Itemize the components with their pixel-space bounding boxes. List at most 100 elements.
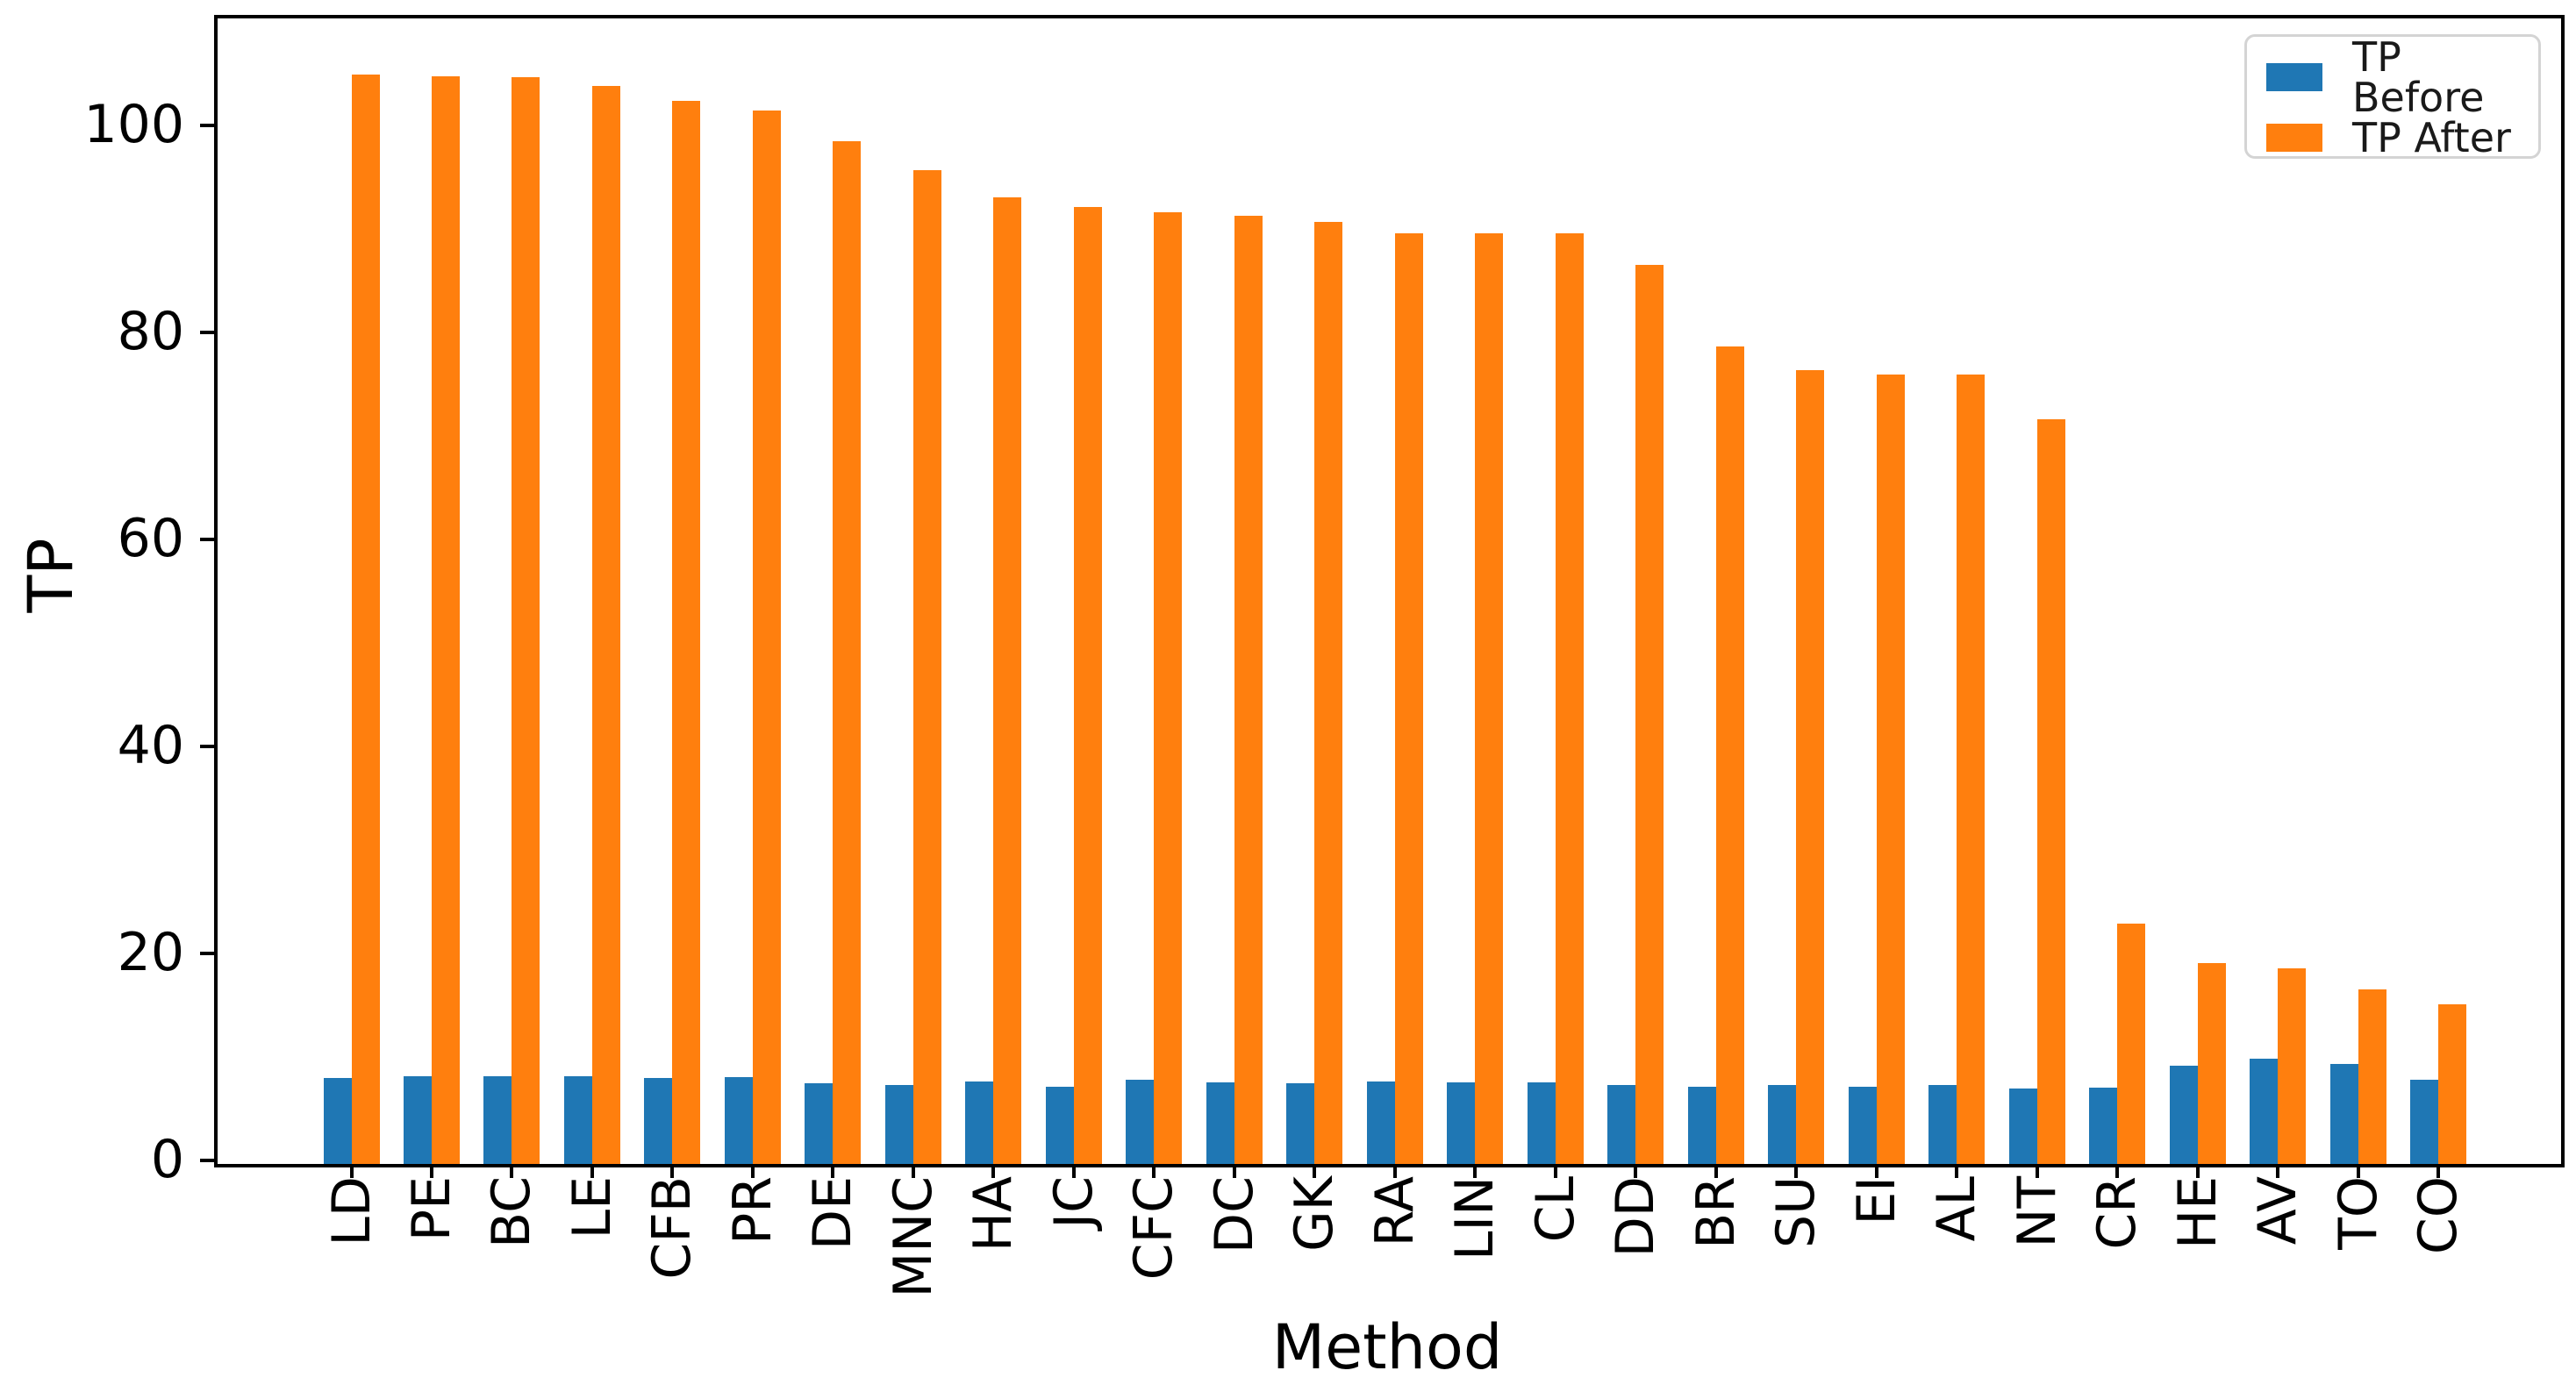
- bar-tp-after-cfc: [1154, 211, 1183, 1164]
- bar-tp-after-dc: [1234, 216, 1263, 1164]
- y-tick-mark: [200, 331, 214, 335]
- bar-tp-after-bc: [512, 77, 540, 1164]
- bar-tp-before-gk: [1286, 1082, 1315, 1164]
- bar-tp-after-cr: [2117, 924, 2146, 1164]
- bar-tp-after-nt: [2036, 418, 2065, 1164]
- x-axis-title: Method: [1271, 1311, 1503, 1383]
- x-tick-mark: [1634, 1164, 1638, 1178]
- x-tick-label: DC: [1203, 1176, 1265, 1254]
- bar-tp-before-ld: [323, 1078, 352, 1164]
- bar-tp-after-ha: [993, 197, 1022, 1164]
- bar-tp-after-de: [833, 141, 862, 1164]
- x-tick-mark: [1152, 1164, 1156, 1178]
- x-tick-mark: [1874, 1164, 1878, 1178]
- bar-tp-before-de: [805, 1082, 834, 1164]
- bar-tp-before-cr: [2089, 1087, 2118, 1164]
- bar-tp-after-he: [2197, 963, 2226, 1164]
- bar-tp-after-br: [1715, 346, 1744, 1164]
- bar-tp-after-cfb: [672, 101, 701, 1164]
- bar-tp-before-co: [2409, 1080, 2438, 1164]
- bar-tp-after-ra: [1394, 233, 1423, 1164]
- bar-tp-after-gk: [1314, 222, 1343, 1164]
- bar-tp-before-to: [2329, 1063, 2358, 1164]
- x-tick-mark: [1794, 1164, 1799, 1178]
- x-tick-label: MNC: [882, 1176, 944, 1298]
- x-tick-mark: [1955, 1164, 1959, 1178]
- bar-tp-before-jc: [1045, 1086, 1074, 1164]
- legend-swatch-tp-after: [2266, 124, 2322, 152]
- x-tick-mark: [2035, 1164, 2039, 1178]
- y-tick-mark: [200, 1159, 214, 1162]
- x-tick-label: DD: [1605, 1176, 1667, 1258]
- bar-tp-before-pr: [724, 1076, 753, 1164]
- x-tick-label: CFB: [641, 1176, 704, 1280]
- x-tick-label: LE: [561, 1176, 623, 1239]
- bar-tp-before-nt: [2008, 1088, 2037, 1164]
- x-tick-label: HE: [2166, 1176, 2229, 1250]
- bar-tp-before-av: [2250, 1058, 2279, 1164]
- x-tick-label: EI: [1845, 1176, 1907, 1225]
- x-tick-label: LD: [320, 1176, 383, 1246]
- bar-tp-before-dd: [1607, 1085, 1636, 1164]
- x-tick-label: PE: [400, 1176, 462, 1242]
- bar-tp-before-ra: [1366, 1081, 1395, 1164]
- x-tick-label: JC: [1042, 1176, 1105, 1229]
- bar-tp-after-pr: [752, 111, 781, 1164]
- x-tick-mark: [911, 1164, 915, 1178]
- x-tick-label: CL: [1524, 1176, 1586, 1243]
- y-tick-label: 100: [83, 94, 184, 156]
- x-tick-mark: [510, 1164, 514, 1178]
- bar-tp-before-mnc: [884, 1085, 913, 1164]
- x-tick-mark: [750, 1164, 755, 1178]
- bar-tp-after-to: [2358, 989, 2386, 1164]
- x-tick-mark: [2276, 1164, 2280, 1178]
- bar-tp-before-ei: [1848, 1086, 1877, 1164]
- bar-tp-after-av: [2278, 968, 2307, 1164]
- bar-tp-after-co: [2437, 1004, 2466, 1164]
- x-tick-label: BR: [1685, 1176, 1747, 1249]
- bar-tp-after-lin: [1475, 233, 1504, 1164]
- x-tick-label: LIN: [1444, 1176, 1506, 1261]
- bar-tp-after-cl: [1555, 233, 1584, 1164]
- legend-swatch-tp-before: [2266, 63, 2322, 91]
- x-tick-mark: [991, 1164, 996, 1178]
- legend-label-tp-after: TP After: [2352, 114, 2511, 161]
- legend: TP Before TP After: [2244, 34, 2541, 159]
- x-tick-mark: [1071, 1164, 1076, 1178]
- bar-tp-before-ha: [965, 1081, 994, 1164]
- bar-tp-before-cl: [1527, 1081, 1556, 1164]
- x-tick-label: PR: [721, 1176, 784, 1245]
- bar-tp-before-su: [1768, 1085, 1797, 1164]
- bar-tp-before-he: [2169, 1065, 2198, 1164]
- x-tick-mark: [2195, 1164, 2200, 1178]
- x-tick-mark: [1553, 1164, 1557, 1178]
- x-tick-mark: [831, 1164, 835, 1178]
- x-tick-mark: [590, 1164, 594, 1178]
- bar-tp-before-cfb: [644, 1078, 673, 1164]
- y-tick-label: 80: [117, 301, 184, 363]
- legend-row-tp-after: TP After: [2247, 118, 2538, 158]
- x-tick-mark: [349, 1164, 354, 1178]
- x-tick-label: NT: [2006, 1176, 2068, 1248]
- x-tick-mark: [1313, 1164, 1317, 1178]
- bar-tp-after-ei: [1876, 374, 1905, 1164]
- x-tick-mark: [670, 1164, 675, 1178]
- bar-tp-before-pe: [403, 1075, 432, 1164]
- x-tick-label: CO: [2407, 1176, 2469, 1255]
- x-tick-mark: [2436, 1164, 2440, 1178]
- x-tick-label: CFC: [1123, 1176, 1185, 1281]
- x-tick-mark: [1232, 1164, 1236, 1178]
- y-tick-mark: [200, 124, 214, 128]
- y-tick-label: 40: [117, 715, 184, 777]
- bar-tp-after-le: [591, 85, 620, 1164]
- x-tick-mark: [2356, 1164, 2360, 1178]
- x-tick-mark: [1392, 1164, 1397, 1178]
- bar-tp-before-bc: [483, 1075, 512, 1164]
- x-tick-label: AV: [2247, 1176, 2309, 1246]
- x-tick-label: DE: [802, 1176, 864, 1251]
- bar-tp-before-lin: [1447, 1081, 1476, 1164]
- bar-tp-after-pe: [431, 76, 460, 1164]
- legend-row-tp-before: TP Before: [2247, 37, 2538, 118]
- x-tick-mark: [429, 1164, 433, 1178]
